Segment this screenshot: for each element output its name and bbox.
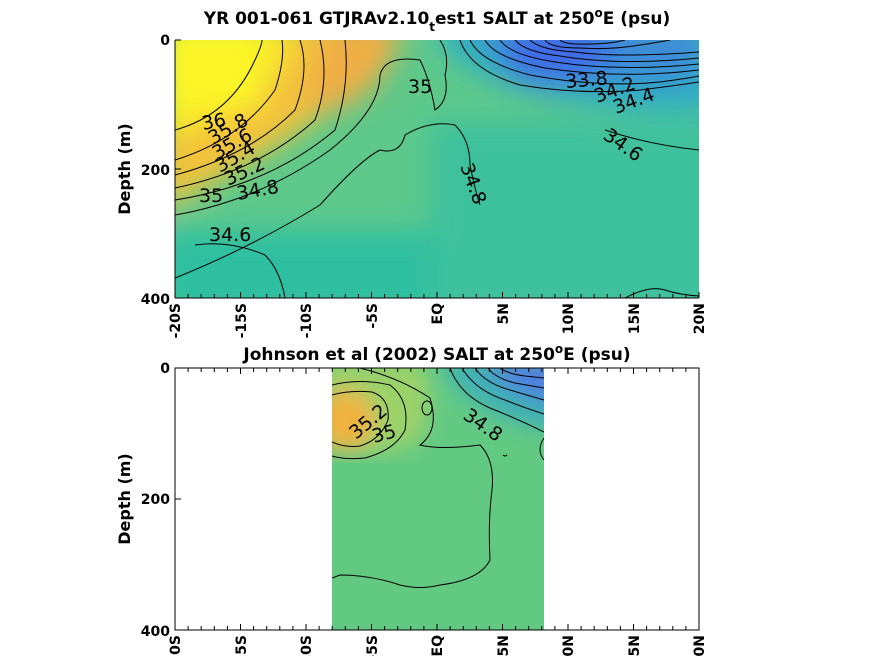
top-y-axis-label: Depth (m) (115, 123, 134, 215)
bottom-x-tick-labels: -20S -15S -10S -5S EQ 5N 10N 15N 20N (168, 635, 708, 656)
top-heatmap (175, 40, 699, 298)
bottom-xtick-label: EQ (430, 635, 446, 656)
top-xtick-label: -20S (168, 303, 184, 338)
contour-label: 33.8 (565, 67, 609, 93)
top-contour-labels: 36 35.8 35.6 35.4 35.2 35 34.8 34.6 35 3… (199, 67, 657, 246)
bottom-contours (332, 368, 544, 588)
bottom-xtick-label: -20S (168, 635, 184, 656)
top-xtick-label: 20N (692, 303, 708, 334)
top-panel: YR 001-061 GTJRAv2.10test1 SALT at 250oE… (115, 6, 708, 338)
bottom-ytick-label: 0 (160, 361, 170, 377)
top-title: YR 001-061 GTJRAv2.10test1 SALT at 250oE… (203, 6, 670, 34)
bottom-xtick-label: -15S (234, 635, 250, 656)
top-x-tick-labels: -20S -15S -10S -5S EQ 5N 10N 15N 20N (168, 303, 708, 338)
bottom-xtick-label: -10S (299, 635, 315, 656)
top-ytick-label: 400 (141, 292, 170, 308)
top-xtick-label: 15N (627, 303, 643, 334)
bottom-axes: 0 200 400 Depth (m) -20S -15S -10S -5S E… (115, 361, 708, 656)
top-xtick-label: EQ (430, 303, 446, 325)
top-ytick-label: 200 (141, 163, 170, 179)
bottom-title: Johnson et al (2002) SALT at 250oE (psu) (242, 342, 630, 365)
bottom-xtick-label: -5S (365, 635, 381, 656)
top-xtick-label: 10N (561, 303, 577, 334)
bottom-xtick-label: 15N (627, 635, 643, 656)
bottom-panel: Johnson et al (2002) SALT at 250oE (psu) (115, 342, 708, 656)
contour-label: 35 (408, 76, 432, 98)
bottom-xtick-label: 20N (692, 635, 708, 656)
top-xtick-label: 5N (496, 303, 512, 324)
top-xtick-label: -10S (299, 303, 315, 338)
top-contours (175, 40, 699, 298)
bottom-y-axis-label: Depth (m) (115, 453, 134, 545)
bottom-xtick-label: 5N (496, 635, 512, 656)
bottom-heatmap (332, 368, 544, 630)
bottom-ytick-label: 400 (141, 624, 170, 640)
top-xtick-label: -5S (365, 303, 381, 329)
top-axes: 0 200 400 Depth (m) -20S -15S -10S -5S E… (115, 33, 708, 338)
bottom-xtick-label: 10N (561, 635, 577, 656)
contour-label: 34.6 (209, 224, 251, 246)
top-xtick-label: -15S (234, 303, 250, 338)
contour-label: 36 (200, 109, 228, 135)
top-ytick-label: 0 (160, 33, 170, 49)
contour-label: 35 (199, 185, 223, 207)
bottom-ytick-label: 200 (141, 492, 170, 508)
